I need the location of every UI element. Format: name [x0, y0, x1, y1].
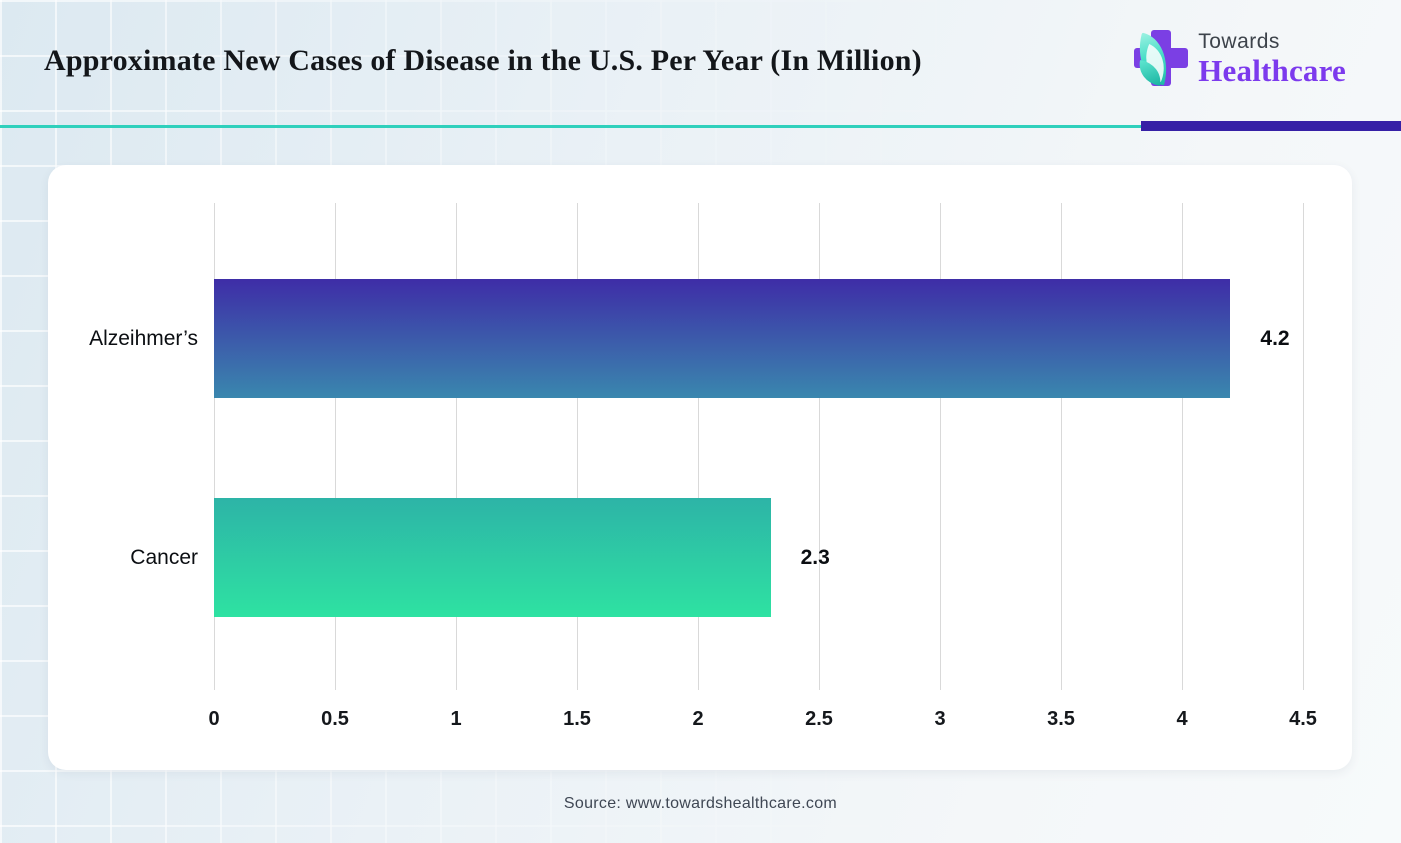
gridline — [1061, 203, 1062, 690]
x-axis-tick-label: 2.5 — [805, 708, 833, 730]
header: Approximate New Cases of Disease in the … — [0, 0, 1401, 131]
source-text: Source: www.towardshealthcare.com — [563, 795, 838, 812]
x-axis-tick-label: 0.5 — [321, 708, 349, 730]
bar-row: Alzeihmer’s 4.2 — [89, 279, 1303, 398]
category-label: Cancer — [130, 545, 198, 569]
x-axis-tick-label: 4.5 — [1289, 708, 1317, 730]
gridline — [456, 203, 457, 690]
gridline — [1303, 203, 1304, 690]
plot-area: 0 0.5 1 1.5 2 2.5 3 3.5 4 4.5 Alzeihmer’s 4.2 Cancer… — [89, 203, 1317, 730]
healthcare-cross-leaf-icon — [1131, 28, 1189, 88]
gridline — [940, 203, 941, 690]
value-label: 2.3 — [800, 545, 830, 569]
value-label: 4.2 — [1260, 326, 1290, 350]
bar — [214, 279, 1231, 398]
x-axis-tick-label: 1.5 — [563, 708, 591, 730]
brand-logo: Towards Healthcare — [1131, 28, 1346, 88]
bar-row: Cancer 2.3 — [130, 498, 1303, 617]
x-axis-tick-label: 1 — [450, 708, 462, 730]
header-divider — [0, 125, 1401, 128]
bar — [214, 498, 771, 617]
gridline — [214, 203, 215, 690]
x-axis-tick-label: 4 — [1176, 708, 1188, 730]
x-axis-tick-label: 3 — [934, 708, 946, 730]
gridline — [698, 203, 699, 690]
x-axis-tick-label: 2 — [692, 708, 704, 730]
gridline — [577, 203, 578, 690]
x-axis-tick-label: 3.5 — [1047, 708, 1075, 730]
gridline — [819, 203, 820, 690]
category-label: Alzeihmer’s — [89, 326, 198, 350]
brand-towards-label: Towards — [1198, 29, 1280, 53]
brand-healthcare-label: Healthcare — [1198, 52, 1346, 88]
x-axis: 0 0.5 1 1.5 2 2.5 3 3.5 4 4.5 — [208, 708, 1316, 732]
page-title: Approximate New Cases of Disease in the … — [44, 44, 922, 77]
gridline — [335, 203, 336, 690]
x-axis-tick-label: 0 — [208, 708, 220, 730]
gridline — [1182, 203, 1183, 690]
brand-text: Towards Healthcare — [1198, 31, 1346, 86]
header-divider-accent — [1141, 121, 1401, 131]
chart-card: 0 0.5 1 1.5 2 2.5 3 3.5 4 4.5 Alzeihmer’s 4.2 Cancer… — [48, 165, 1352, 770]
